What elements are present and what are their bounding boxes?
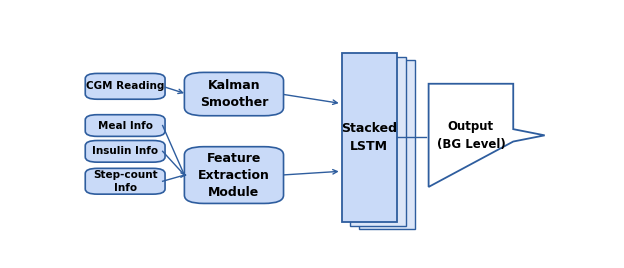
FancyBboxPatch shape <box>185 72 283 116</box>
FancyBboxPatch shape <box>341 53 397 222</box>
Text: Kalman
Smoother: Kalman Smoother <box>200 79 268 109</box>
Text: Step-count
Info: Step-count Info <box>93 170 157 193</box>
FancyBboxPatch shape <box>85 115 165 136</box>
Text: Feature
Extraction
Module: Feature Extraction Module <box>198 152 270 199</box>
Text: Insulin Info: Insulin Info <box>92 146 158 156</box>
FancyBboxPatch shape <box>85 168 165 194</box>
FancyBboxPatch shape <box>185 147 283 203</box>
FancyBboxPatch shape <box>359 60 414 229</box>
FancyBboxPatch shape <box>350 57 406 226</box>
Text: Meal Info: Meal Info <box>97 121 153 131</box>
FancyBboxPatch shape <box>85 73 165 99</box>
Polygon shape <box>429 84 545 187</box>
Text: Stacked
LSTM: Stacked LSTM <box>341 122 397 153</box>
Text: CGM Reading: CGM Reading <box>86 81 164 91</box>
Text: Output
(BG Level): Output (BG Level) <box>437 120 505 151</box>
FancyBboxPatch shape <box>85 140 165 162</box>
